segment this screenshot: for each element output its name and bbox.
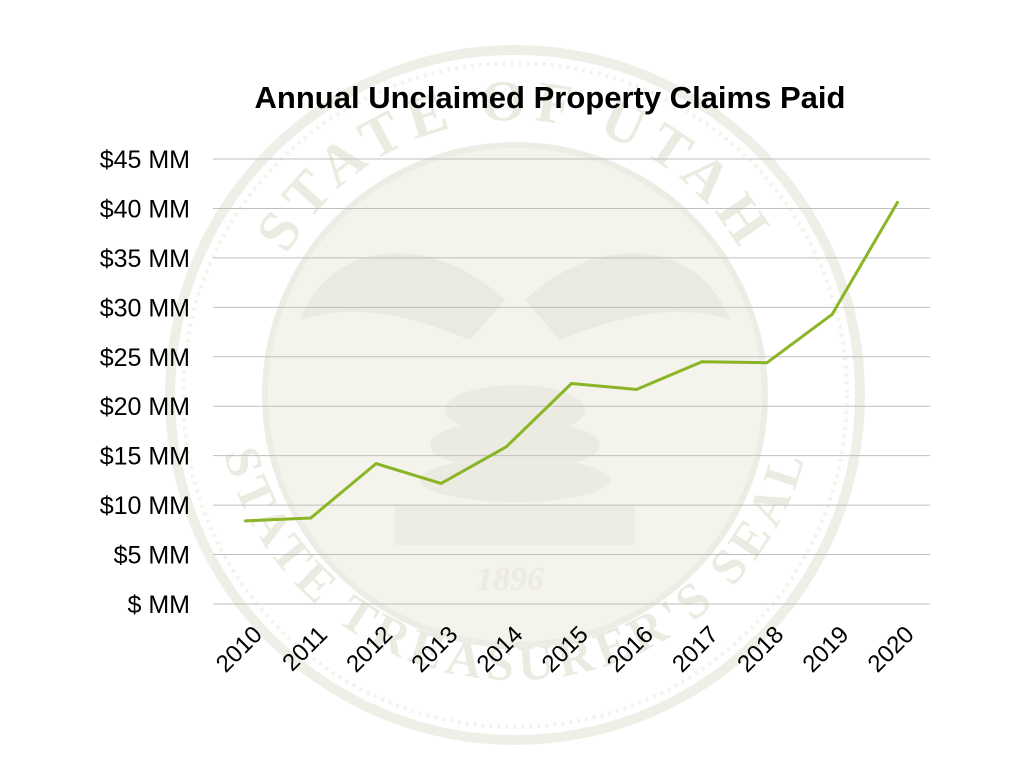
y-tick-label: $30 MM	[100, 294, 190, 322]
x-tick-label: 2018	[732, 621, 789, 678]
chart-title: Annual Unclaimed Property Claims Paid	[255, 80, 846, 115]
data-point	[244, 519, 248, 523]
y-tick-label: $40 MM	[100, 195, 190, 223]
y-tick-label: $5 MM	[114, 542, 190, 570]
data-point	[570, 381, 573, 385]
data-point	[635, 387, 639, 391]
data-point	[504, 445, 508, 449]
y-tick-label: $10 MM	[100, 492, 190, 520]
data-point	[700, 360, 704, 364]
data-point	[765, 361, 769, 365]
y-tick-label: $15 MM	[100, 443, 190, 471]
y-axis-tick-labels: $ MM $5 MM $10 MM $15 MM $20 MM $25 MM $30 MM $…	[100, 146, 190, 619]
data-point	[830, 312, 834, 316]
y-tick-label: $20 MM	[100, 393, 190, 421]
x-tick-label: 2019	[798, 621, 855, 678]
data-point	[309, 516, 313, 520]
series-claims-paid	[244, 201, 899, 523]
gridlines	[213, 158, 930, 605]
y-tick-label: $25 MM	[100, 344, 190, 372]
x-tick-label: 2020	[863, 621, 920, 678]
y-tick-label: $ MM	[128, 591, 191, 619]
data-point	[895, 201, 899, 205]
y-tick-label: $45 MM	[100, 146, 190, 174]
y-tick-label: $35 MM	[100, 245, 190, 273]
seal-year: 1896	[476, 561, 544, 598]
data-point	[374, 462, 378, 466]
data-point	[439, 481, 443, 485]
